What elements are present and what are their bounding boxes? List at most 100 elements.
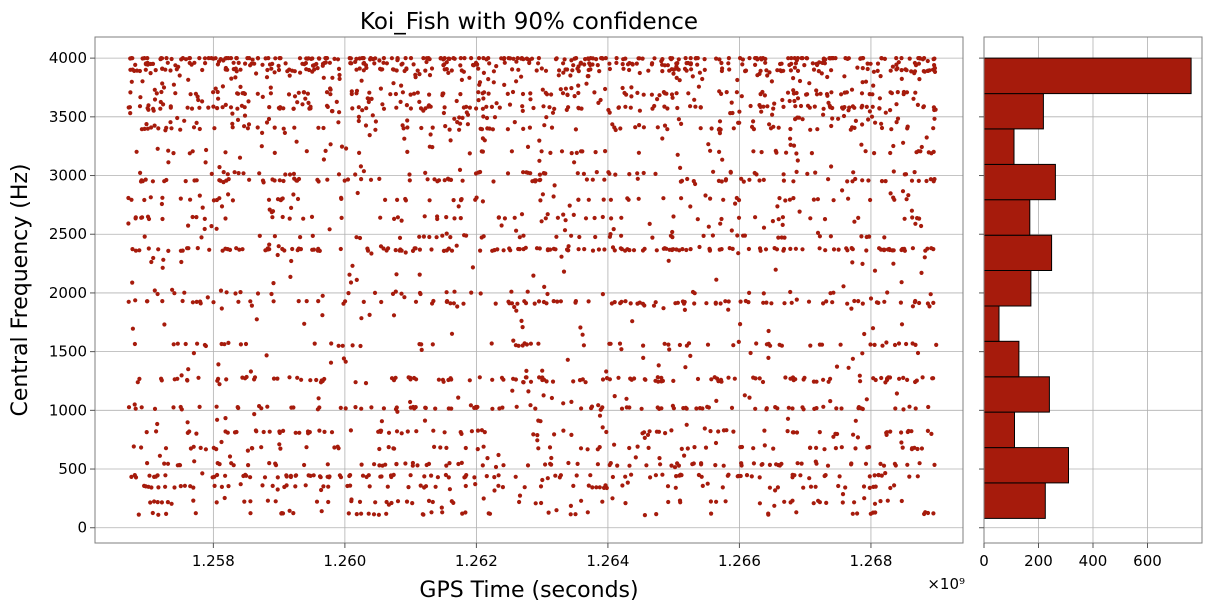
scatter-point	[320, 293, 325, 298]
scatter-point	[284, 473, 289, 478]
scatter-point	[146, 246, 151, 251]
scatter-point	[641, 125, 647, 130]
scatter-point	[446, 56, 451, 61]
scatter-point	[380, 102, 385, 107]
scatter-point	[766, 328, 771, 334]
scatter-point	[831, 434, 836, 439]
scatter-point	[355, 190, 360, 196]
scatter-point	[267, 429, 272, 434]
scatter-point	[337, 473, 342, 478]
scatter-point	[780, 222, 785, 227]
scatter-point	[211, 300, 216, 305]
scatter-x-tick-label: 1.258	[192, 552, 235, 570]
scatter-point	[776, 125, 781, 130]
scatter-point	[169, 56, 174, 62]
scatter-point	[154, 91, 159, 96]
scatter-point	[470, 62, 476, 68]
scatter-point	[317, 474, 323, 479]
scatter-point	[236, 171, 241, 176]
scatter-point	[884, 432, 889, 437]
scatter-point	[809, 151, 815, 156]
scatter-point	[877, 96, 883, 101]
scatter-point	[540, 477, 545, 483]
scatter-point	[412, 91, 417, 96]
scatter-point	[163, 67, 168, 72]
scatter-point	[173, 91, 178, 96]
scatter-point	[444, 60, 449, 65]
scatter-point	[915, 446, 920, 452]
scatter-point	[320, 313, 325, 318]
scatter-point	[222, 342, 227, 347]
scatter-point	[894, 56, 899, 61]
scatter-point	[252, 375, 258, 380]
scatter-point	[472, 475, 477, 480]
scatter-point	[850, 179, 855, 184]
scatter-point	[459, 460, 464, 465]
scatter-point	[709, 377, 714, 382]
scatter-point	[642, 435, 647, 440]
scatter-point	[867, 109, 873, 114]
scatter-point	[565, 247, 570, 252]
scatter-point	[738, 473, 743, 479]
scatter-point	[200, 99, 205, 104]
histogram-bar	[983, 305, 1000, 342]
scatter-point	[647, 221, 652, 226]
scatter-point	[514, 308, 519, 313]
scatter-point	[619, 299, 624, 304]
scatter-point	[226, 340, 231, 345]
histogram-x-tick-label: 0	[979, 552, 989, 570]
scatter-point	[714, 499, 719, 504]
scatter-point	[334, 99, 339, 104]
scatter-point	[196, 375, 201, 380]
scatter-point	[216, 96, 221, 101]
scatter-point	[391, 81, 396, 86]
histogram-bar	[983, 93, 1044, 130]
scatter-point	[357, 499, 363, 504]
scatter-point	[731, 429, 736, 434]
scatter-point	[843, 485, 848, 490]
scatter-point	[658, 462, 663, 467]
scatter-point	[564, 107, 569, 112]
scatter-point	[856, 405, 862, 410]
scatter-point	[407, 172, 412, 177]
scatter-point	[521, 233, 526, 238]
scatter-point	[772, 101, 777, 106]
scatter-point	[329, 430, 335, 435]
scatter-point	[692, 301, 697, 306]
scatter-point	[870, 326, 876, 331]
scatter-point	[368, 57, 373, 62]
scatter-point	[280, 214, 285, 220]
scatter-point	[798, 473, 803, 478]
scatter-point	[608, 197, 614, 202]
scatter-point	[549, 455, 554, 461]
scatter-point	[293, 484, 298, 489]
scatter-point	[255, 291, 261, 296]
scatter-point	[808, 343, 813, 348]
scatter-point	[467, 75, 472, 80]
scatter-point	[321, 484, 326, 489]
scatter-point	[492, 115, 498, 120]
scatter-point	[794, 151, 799, 156]
scatter-point	[521, 170, 526, 175]
x-axis-label: GPS Time (seconds)	[419, 578, 638, 603]
scatter-point	[555, 215, 561, 220]
scatter-point	[196, 97, 201, 103]
scatter-point	[891, 248, 896, 253]
scatter-point	[767, 70, 772, 75]
scatter-point	[541, 104, 546, 109]
scatter-point	[569, 58, 574, 63]
scatter-point	[479, 127, 485, 132]
scatter-point	[890, 64, 896, 69]
scatter-point	[260, 62, 265, 67]
scatter-point	[845, 248, 850, 253]
scatter-point	[565, 92, 570, 98]
scatter-point	[187, 151, 192, 156]
scatter-point	[426, 103, 432, 108]
scatter-point	[683, 56, 688, 61]
scatter-point	[452, 56, 457, 61]
scatter-point	[793, 117, 798, 122]
scatter-point	[771, 446, 776, 451]
scatter-point	[159, 201, 164, 207]
scatter-point	[156, 126, 161, 131]
scatter-point	[800, 117, 805, 122]
